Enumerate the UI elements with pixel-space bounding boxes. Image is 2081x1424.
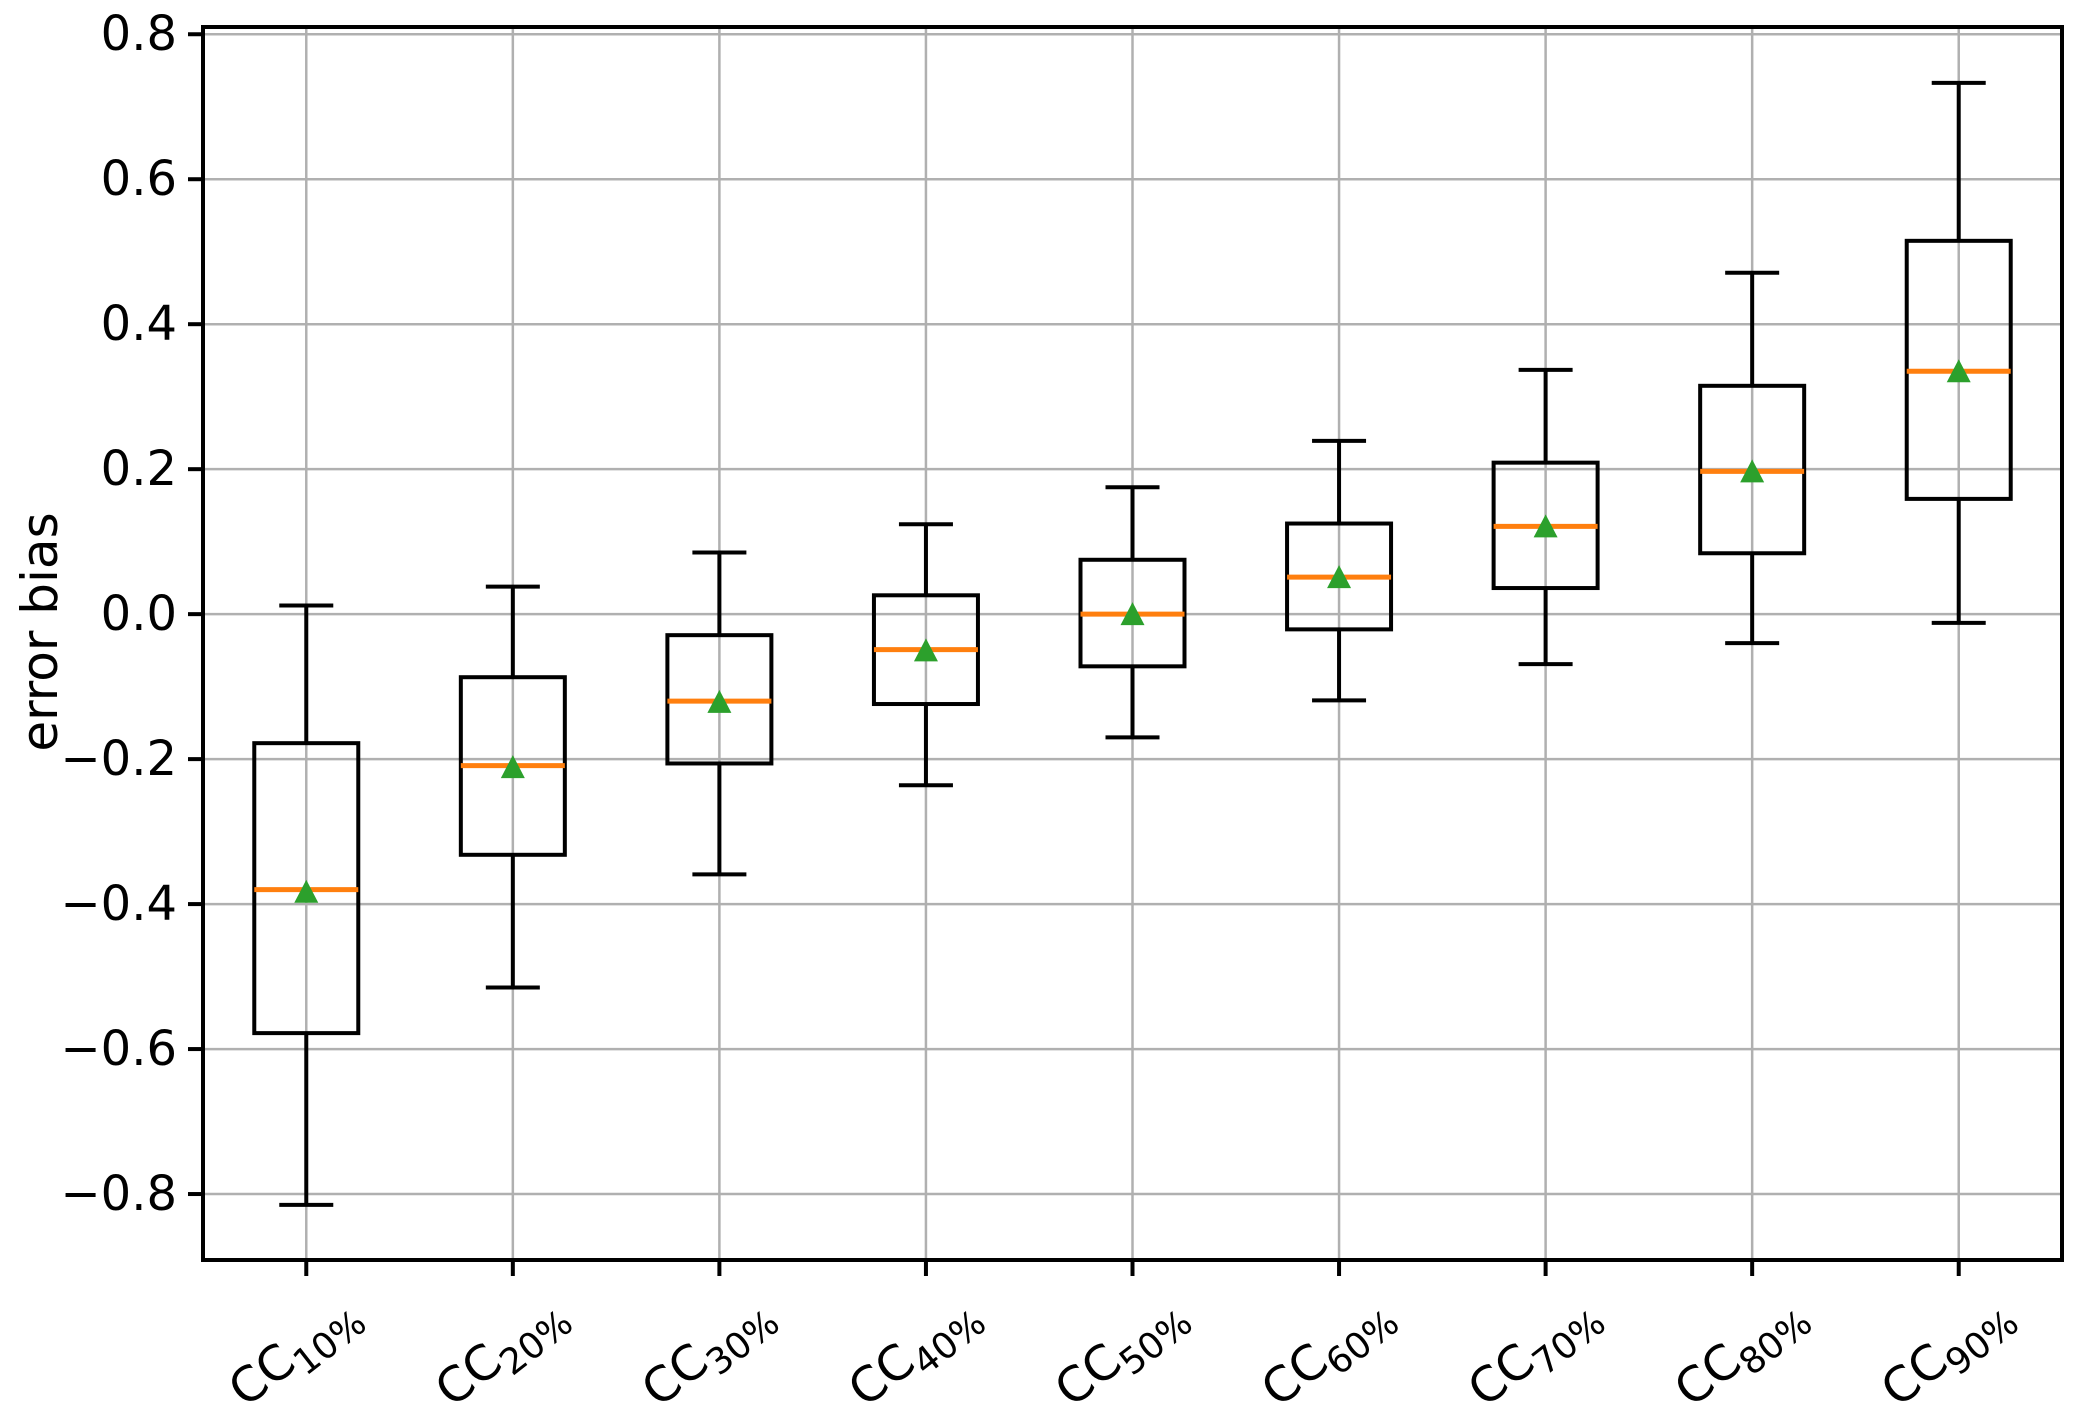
box-group [871, 522, 980, 788]
box-group [252, 603, 361, 1207]
x-tick-label: CC20% [425, 1283, 581, 1424]
mean-marker [1946, 359, 1971, 383]
y-tick-label: 0.6 [101, 151, 177, 207]
y-tick-label: 0.8 [101, 6, 177, 62]
x-tick-label: CC30% [631, 1283, 787, 1424]
box-group [665, 550, 774, 877]
mean-marker [1533, 514, 1558, 538]
x-tick-label: CC70% [1458, 1283, 1614, 1424]
y-tick-label: −0.4 [60, 876, 177, 932]
x-tick-label: CC10% [218, 1283, 374, 1424]
y-tick-label: −0.6 [60, 1021, 177, 1077]
y-tick-label: −0.8 [60, 1166, 177, 1222]
ticks [188, 32, 1961, 1276]
y-tick-label: −0.2 [60, 731, 177, 787]
box-group [1285, 438, 1394, 703]
mean-marker [1740, 459, 1765, 483]
box-group [458, 584, 567, 990]
box-group [1491, 367, 1600, 667]
y-tick-label: 0.0 [101, 586, 177, 642]
mean-marker [913, 638, 938, 662]
y-tick-label: 0.2 [101, 441, 177, 497]
box-group [1698, 270, 1807, 646]
y-tick-label: 0.4 [101, 296, 177, 352]
box-group [1904, 80, 2013, 625]
x-tick-label: CC40% [838, 1283, 994, 1424]
box-group [1078, 485, 1187, 740]
grid [203, 27, 2062, 1260]
mean-marker [500, 755, 525, 779]
mean-marker [1327, 565, 1352, 589]
mean-marker [1120, 602, 1145, 626]
mean-marker [294, 879, 319, 903]
x-tick-label: CC50% [1045, 1283, 1201, 1424]
x-tick-label: CC60% [1251, 1283, 1407, 1424]
x-tick-label: CC90% [1871, 1283, 2027, 1424]
x-tick-label: CC80% [1664, 1283, 1820, 1424]
mean-marker [707, 689, 732, 713]
